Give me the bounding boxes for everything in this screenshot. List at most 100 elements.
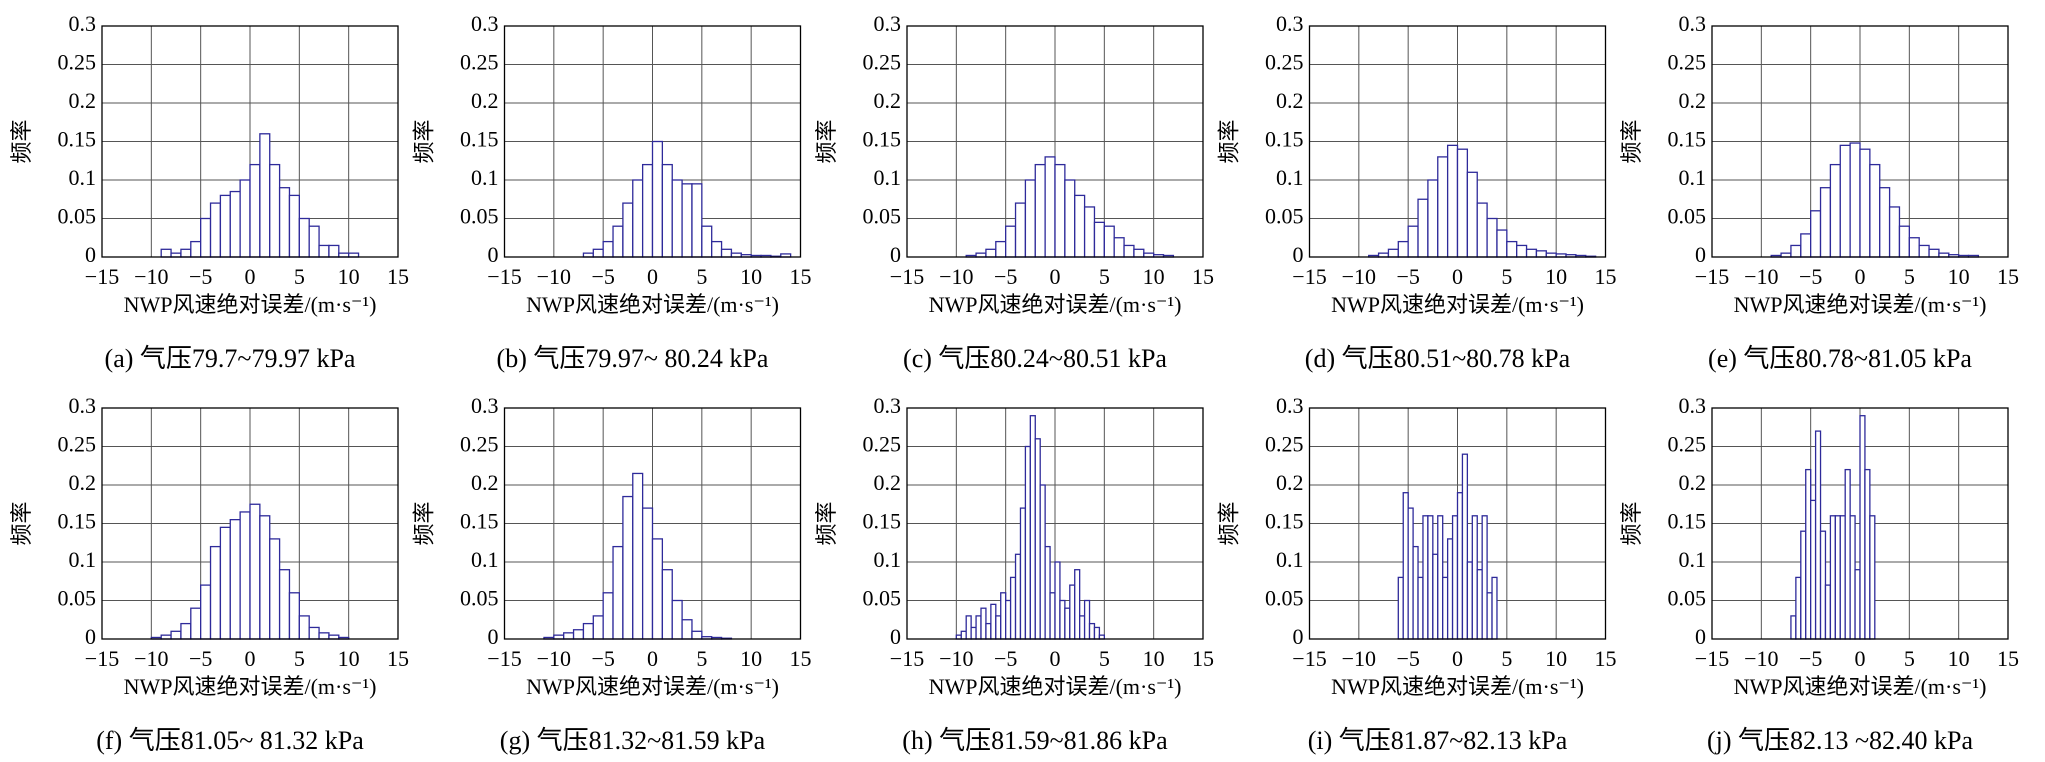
histogram-bar <box>1044 156 1056 258</box>
x-tick-label: 5 <box>1904 264 1915 289</box>
y-tick-label: 0 <box>488 242 499 267</box>
y-tick-label: 0.3 <box>471 11 499 36</box>
x-axis-label: NWP风速绝对误差/(m·s⁻¹) <box>929 292 1182 317</box>
x-tick-label: −5 <box>1799 264 1822 289</box>
histogram-bar <box>318 632 330 640</box>
histogram-bar <box>1476 569 1483 640</box>
x-tick-label: 10 <box>338 646 360 671</box>
histogram-bar <box>1800 530 1807 640</box>
histogram-bar <box>1805 468 1812 640</box>
histogram-bar <box>1918 244 1930 258</box>
histogram-bar <box>641 163 654 258</box>
x-tick-label: 10 <box>740 264 762 289</box>
x-tick-label: −15 <box>890 646 924 671</box>
histogram-bar <box>1034 438 1041 640</box>
histogram-bar <box>239 179 251 258</box>
histogram-bar <box>1083 599 1091 640</box>
histogram-bar <box>1810 210 1822 258</box>
y-tick-label: 0.1 <box>1679 165 1707 190</box>
y-tick-label: 0 <box>1695 242 1706 267</box>
histogram-bar <box>1814 430 1822 640</box>
plot-frame <box>1711 407 2009 640</box>
histogram-bar <box>1800 233 1812 258</box>
histogram-bar <box>298 615 310 640</box>
y-tick-label: 0.1 <box>874 165 902 190</box>
histogram-bar <box>1432 553 1439 640</box>
x-tick-label: −5 <box>591 264 614 289</box>
histogram-bar <box>1093 626 1101 640</box>
histogram-bar <box>563 632 575 640</box>
histogram-bar <box>209 202 222 258</box>
plot-frame <box>906 25 1204 258</box>
x-tick-label: −15 <box>1292 646 1326 671</box>
x-tick-label: 10 <box>1545 264 1567 289</box>
panel-caption: (b) 气压79.97~ 80.24 kPa <box>497 344 769 373</box>
histogram-bar <box>1397 240 1409 258</box>
y-tick-label: 0.05 <box>863 586 902 611</box>
x-tick-label: 15 <box>387 646 409 671</box>
y-tick-label: 0.3 <box>874 393 902 418</box>
y-tick-label: 0.2 <box>1679 470 1707 495</box>
y-axis-label: 频率 <box>412 119 437 163</box>
x-axis-label: NWP风速绝对误差/(m·s⁻¹) <box>526 674 779 699</box>
histogram-bar <box>1054 163 1066 258</box>
histogram-bar <box>1093 221 1105 258</box>
histogram-bar <box>691 630 703 640</box>
x-tick-label: 5 <box>1904 646 1915 671</box>
histogram-bar <box>249 503 261 640</box>
y-tick-label: 0 <box>85 624 96 649</box>
histogram-bar <box>1486 217 1498 258</box>
histogram-bar <box>1486 592 1493 640</box>
histogram-bar <box>200 584 212 640</box>
y-tick-label: 0.15 <box>1668 509 1707 534</box>
histogram-bar <box>1069 584 1076 640</box>
x-tick-label: 5 <box>1099 264 1110 289</box>
histogram-bar <box>1029 415 1036 640</box>
histogram-bar <box>1849 142 1861 258</box>
histogram-bar <box>1009 576 1017 640</box>
y-tick-label: 0.05 <box>460 204 499 229</box>
histogram-bar <box>1064 607 1071 640</box>
histogram-bar <box>1074 569 1081 640</box>
histogram-bar <box>249 163 261 258</box>
x-tick-label: 15 <box>387 264 409 289</box>
y-tick-label: 0.2 <box>874 470 902 495</box>
y-tick-label: 0.15 <box>1265 127 1304 152</box>
y-tick-label: 0 <box>1293 242 1304 267</box>
y-tick-label: 0.25 <box>1668 50 1707 75</box>
x-tick-label: 10 <box>1143 264 1165 289</box>
histogram-bar <box>1790 244 1802 258</box>
x-tick-label: −10 <box>1342 646 1376 671</box>
x-tick-label: −10 <box>537 264 571 289</box>
histogram-bar <box>1427 179 1439 258</box>
histogram-bar <box>229 519 241 640</box>
y-tick-label: 0 <box>1293 624 1304 649</box>
x-tick-label: 10 <box>740 646 762 671</box>
x-tick-label: −5 <box>994 264 1017 289</box>
histogram-bar <box>170 630 182 640</box>
x-tick-label: −5 <box>189 264 212 289</box>
x-tick-label: −5 <box>1396 264 1419 289</box>
histogram-bar <box>980 607 987 640</box>
x-tick-label: −15 <box>487 264 521 289</box>
histogram-bar <box>1481 515 1488 640</box>
histogram-bar <box>1535 250 1547 258</box>
histogram-bar <box>1054 561 1061 640</box>
histogram-bar <box>1451 515 1459 640</box>
y-axis-label: 频率 <box>1217 501 1242 545</box>
histogram-bar <box>1412 545 1419 640</box>
histogram-bar <box>1446 538 1454 640</box>
histogram-bar <box>1074 194 1086 258</box>
panel-caption: (a) 气压79.7~79.97 kPa <box>105 344 356 373</box>
x-tick-label: 0 <box>647 646 658 671</box>
histogram-bar <box>632 472 644 640</box>
y-tick-label: 0.05 <box>1265 586 1304 611</box>
histogram-bar <box>1437 156 1449 258</box>
y-tick-label: 0.1 <box>1276 165 1304 190</box>
y-tick-label: 0.05 <box>460 586 499 611</box>
histogram-bar <box>1014 202 1027 258</box>
histogram-bar <box>278 569 291 640</box>
histogram-bar <box>1829 163 1841 258</box>
histogram-bar <box>1417 576 1424 640</box>
y-tick-label: 0.2 <box>1679 88 1707 113</box>
